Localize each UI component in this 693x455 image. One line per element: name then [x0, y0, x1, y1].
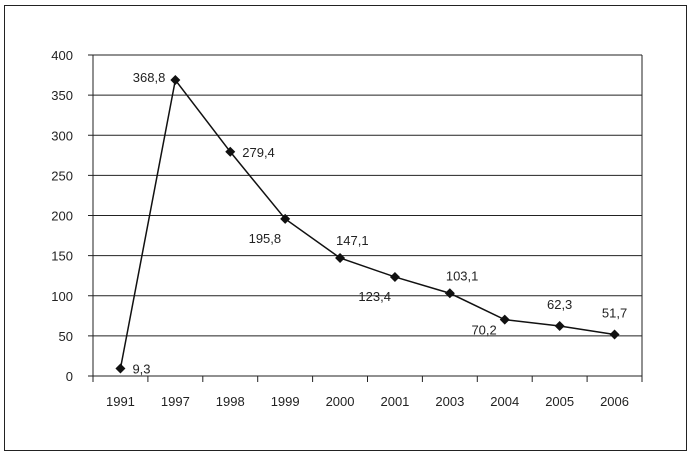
- series-line: [119, 78, 615, 369]
- data-point-marker: [389, 271, 400, 282]
- data-point-marker: [225, 146, 236, 157]
- y-tick-label: 100: [51, 289, 73, 304]
- data-label: 70,2: [471, 323, 496, 338]
- data-label: 123,4: [358, 289, 391, 304]
- data-point-marker: [115, 363, 126, 374]
- y-tick-label: 0: [66, 369, 73, 384]
- data-point-marker: [335, 252, 346, 263]
- x-tick-label: 2003: [435, 394, 464, 409]
- y-tick-label: 50: [59, 329, 73, 344]
- data-label: 147,1: [336, 233, 369, 248]
- x-tick-label: 1998: [216, 394, 245, 409]
- y-tick-label: 400: [51, 48, 73, 63]
- data-label: 279,4: [242, 145, 275, 160]
- x-tick-label: 1999: [271, 394, 300, 409]
- chart-frame: [4, 5, 687, 451]
- x-tick-label: 2001: [380, 394, 409, 409]
- x-tick-label: 2006: [600, 394, 629, 409]
- x-tick-label: 1991: [106, 394, 135, 409]
- y-tick-label: 200: [51, 209, 73, 224]
- y-tick-label: 150: [51, 249, 73, 264]
- data-label: 368,8: [133, 70, 166, 85]
- data-label: 62,3: [547, 297, 572, 312]
- data-point-marker: [280, 213, 291, 224]
- data-point-marker: [444, 288, 455, 299]
- y-tick-label: 350: [51, 88, 73, 103]
- x-tick-label: 1997: [161, 394, 190, 409]
- x-tick-label: 2000: [326, 394, 355, 409]
- data-label: 195,8: [249, 231, 282, 246]
- x-tick-label: 2004: [490, 394, 519, 409]
- data-label: 51,7: [602, 306, 627, 321]
- data-point-marker: [554, 321, 565, 332]
- data-point-marker: [499, 314, 510, 325]
- data-label: 103,1: [446, 268, 479, 283]
- y-tick-label: 300: [51, 128, 73, 143]
- y-tick-label: 250: [51, 168, 73, 183]
- data-point-marker: [170, 75, 181, 86]
- data-point-marker: [609, 329, 620, 340]
- data-label: 9,3: [132, 362, 150, 377]
- x-tick-label: 2005: [545, 394, 574, 409]
